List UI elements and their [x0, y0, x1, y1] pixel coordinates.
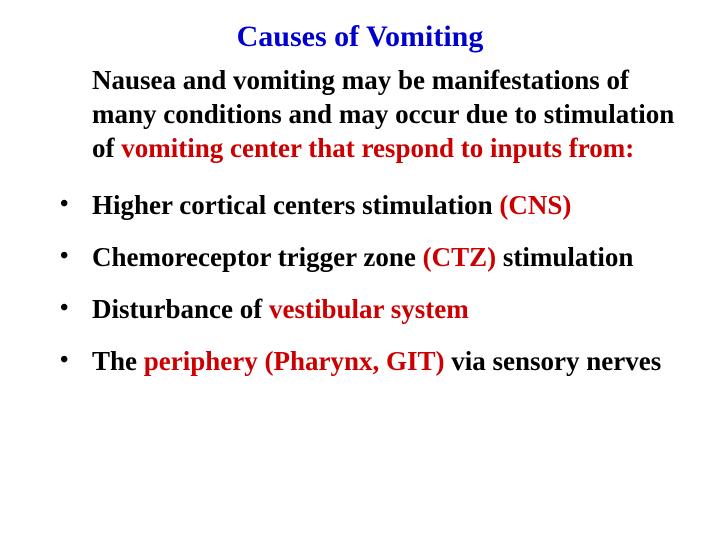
slide-title: Causes of Vomiting [30, 20, 690, 54]
intro-paragraph: Nausea and vomiting may be manifestation… [92, 64, 690, 165]
bullet-3-prefix: Disturbance of [92, 294, 269, 324]
bullet-4-prefix: The [92, 346, 144, 376]
bullet-item-1: Higher cortical centers stimulation (CNS… [54, 189, 680, 223]
slide-container: Causes of Vomiting Nausea and vomiting m… [0, 0, 720, 540]
bullet-1-prefix: Higher cortical centers stimulation [92, 190, 499, 220]
bullet-2-prefix: Chemoreceptor trigger zone [92, 242, 423, 272]
bullet-list: Higher cortical centers stimulation (CNS… [30, 189, 690, 378]
bullet-item-3: Disturbance of vestibular system [54, 293, 680, 327]
bullet-3-highlight: vestibular system [269, 294, 469, 324]
bullet-item-4: The periphery (Pharynx, GIT) via sensory… [54, 345, 680, 379]
bullet-4-suffix: via sensory nerves [451, 346, 661, 376]
bullet-2-highlight: (CTZ) [423, 242, 497, 272]
bullet-1-highlight: (CNS) [499, 190, 571, 220]
bullet-4-highlight: periphery (Pharynx, GIT) [144, 346, 452, 376]
bullet-2-suffix: stimulation [496, 242, 633, 272]
bullet-item-2: Chemoreceptor trigger zone (CTZ) stimula… [54, 241, 680, 275]
intro-text-highlight: vomiting center that respond to inputs f… [121, 133, 634, 163]
